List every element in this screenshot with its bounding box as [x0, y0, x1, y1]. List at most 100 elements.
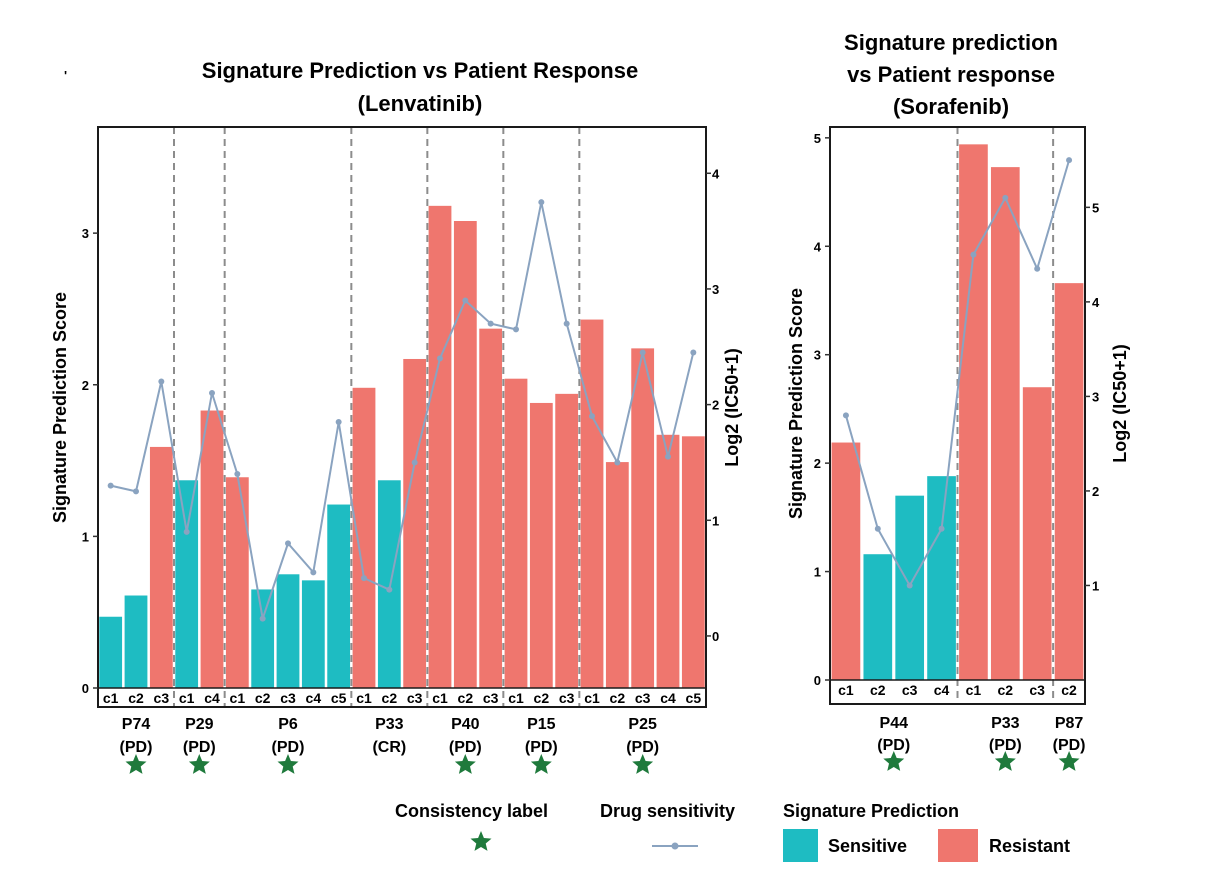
condition-label: c4 [934, 682, 950, 698]
drug-sensitivity-point [906, 582, 913, 589]
y2-tick-label: 5 [1092, 200, 1099, 215]
drug-sensitivity-point [614, 459, 621, 466]
bar [124, 595, 148, 688]
y-tick-label: 3 [814, 348, 821, 363]
chart-title-line: vs Patient response [847, 62, 1055, 87]
bar [200, 410, 224, 688]
condition-label: c2 [998, 682, 1014, 698]
drug-sensitivity-point [133, 488, 139, 495]
bar [831, 442, 861, 680]
condition-label: c5 [331, 690, 347, 706]
drug-sensitivity-point [158, 378, 165, 385]
bar [377, 480, 401, 688]
y-axis-label: Signature Prediction Score [786, 288, 806, 519]
bar [555, 393, 579, 688]
bar [631, 348, 655, 688]
condition-label: c2 [870, 682, 886, 698]
drug-sensitivity-point [285, 540, 291, 547]
bar [1054, 283, 1084, 680]
drug-sensitivity-point [665, 453, 671, 460]
chart-title-line: Signature prediction [844, 30, 1058, 55]
bar [403, 358, 427, 688]
response-label: (PD) [120, 739, 153, 756]
bar [656, 434, 680, 688]
response-label: (PD) [1053, 737, 1086, 754]
bar [225, 477, 249, 688]
consistency-star-icon [277, 754, 299, 774]
bar [301, 580, 325, 688]
drug-sensitivity-point [437, 355, 443, 362]
plot-frame [829, 126, 1086, 705]
condition-label: c3 [902, 682, 918, 698]
legend-drug-title: Drug sensitivity [600, 801, 735, 821]
condition-label: c1 [432, 690, 448, 706]
condition-label: c2 [1061, 682, 1077, 698]
patient-label: P40 [451, 716, 480, 733]
response-label: (PD) [626, 739, 659, 756]
lenvatinib-panel: Signature Prediction vs Patient Response… [50, 58, 742, 774]
bar [927, 476, 956, 680]
y2-tick-label: 1 [1092, 578, 1099, 593]
response-label: (PD) [877, 737, 910, 754]
y-tick-label: 1 [814, 565, 821, 580]
y-tick-label: 0 [814, 673, 821, 688]
bar [453, 221, 477, 688]
response-label: (CR) [372, 739, 406, 756]
legend-consistency-title: Consistency label [395, 801, 548, 821]
bar [276, 574, 300, 688]
condition-label: c3 [154, 690, 170, 706]
response-label: (PD) [449, 739, 482, 756]
plot-frame [97, 126, 707, 708]
chart-title-line: (Lenvatinib) [358, 91, 483, 116]
drug-sensitivity-point [335, 418, 342, 425]
condition-label: c1 [356, 690, 372, 706]
consistency-star-icon [188, 754, 210, 774]
y2-tick-label: 2 [712, 398, 719, 413]
drug-sensitivity-point [538, 199, 545, 206]
bar [352, 387, 376, 688]
condition-label: c3 [635, 690, 651, 706]
drug-sensitivity-point [1066, 157, 1073, 164]
condition-label: c1 [230, 690, 246, 706]
condition-label: c2 [255, 690, 271, 706]
drug-sensitivity-point [513, 326, 519, 333]
drug-sensitivity-point [1002, 194, 1009, 201]
y-tick-label: 4 [814, 239, 822, 254]
drug-sensitivity-line [844, 159, 1071, 588]
response-label: (PD) [272, 739, 305, 756]
drug-sensitivity-point [563, 320, 570, 327]
drug-sensitivity-line [110, 201, 695, 619]
y2-tick-label: 1 [712, 513, 719, 528]
drug-sensitivity-point [842, 412, 849, 419]
y-tick-label: 0 [82, 681, 89, 696]
y2-axis-label: Log2 (IC50+1) [1110, 344, 1130, 463]
patient-label: P29 [185, 716, 214, 733]
bar [580, 319, 604, 688]
patient-label: P44 [880, 715, 909, 732]
condition-label: c2 [534, 690, 550, 706]
patient-label: P25 [628, 716, 657, 733]
consistency-star-icon [632, 754, 654, 774]
bar [605, 462, 629, 688]
patient-label: P15 [527, 716, 556, 733]
legend: Consistency label Drug sensitivity Signa… [395, 801, 1070, 862]
legend-sensitive-swatch [783, 829, 818, 862]
y2-axis-label: Log2 (IC50+1) [722, 348, 742, 467]
drug-sensitivity-point [462, 297, 469, 304]
y-tick-label: 2 [814, 456, 821, 471]
condition-label: c4 [306, 690, 322, 706]
drug-sensitivity-point [487, 320, 494, 327]
condition-label: c1 [838, 682, 854, 698]
condition-label: c3 [1029, 682, 1045, 698]
y2-tick-label: 0 [712, 629, 719, 644]
chart-title-line: Signature Prediction vs Patient Response [202, 58, 638, 83]
y-tick-label: 5 [814, 131, 821, 146]
drug-sensitivity-point [589, 413, 595, 420]
condition-label: c1 [966, 682, 982, 698]
legend-resistant-label: Resistant [989, 836, 1070, 856]
y-tick-label: 2 [82, 378, 89, 393]
y2-tick-label: 3 [1092, 389, 1099, 404]
y2-tick-label: 3 [712, 282, 719, 297]
legend-prediction-title: Signature Prediction [783, 801, 959, 821]
